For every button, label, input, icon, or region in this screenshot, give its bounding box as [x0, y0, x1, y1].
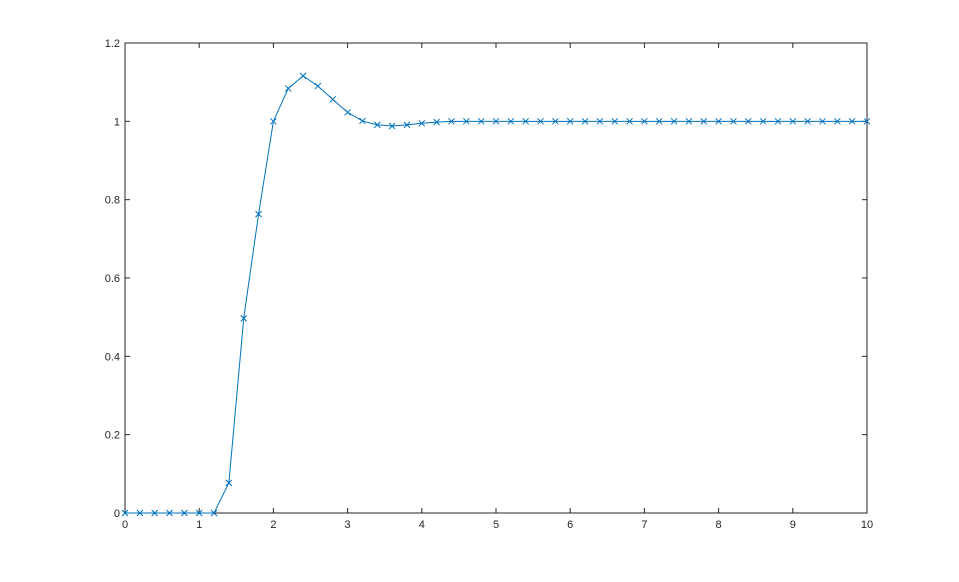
data-point-marker	[433, 118, 440, 126]
data-point-marker	[344, 108, 351, 116]
data-point-marker	[388, 122, 396, 130]
data-point-marker	[566, 117, 574, 125]
x-tick-label: 3	[345, 519, 351, 531]
x-tick-label: 2	[270, 519, 276, 531]
data-point-marker	[477, 117, 485, 125]
data-point-marker	[359, 117, 366, 125]
y-tick-label: 0.2	[105, 430, 120, 442]
data-point-marker	[418, 119, 426, 127]
data-point-marker	[284, 85, 292, 92]
x-tick-label: 1	[196, 519, 202, 531]
data-point-marker	[166, 509, 173, 517]
data-point-marker	[329, 96, 337, 103]
data-point-marker	[225, 479, 233, 487]
y-tick-label: 0.8	[105, 195, 120, 207]
y-tick-label: 1.2	[105, 38, 120, 50]
y-tick-label: 0.6	[105, 273, 120, 285]
data-point-marker	[462, 117, 470, 125]
data-point-marker	[121, 509, 129, 517]
data-point-marker	[611, 117, 619, 125]
data-point-marker	[819, 117, 826, 125]
data-point-marker	[537, 117, 544, 125]
data-point-marker	[581, 117, 589, 125]
y-tick-label: 1	[114, 116, 120, 128]
y-tick-label: 0	[114, 508, 120, 520]
data-point-marker	[255, 210, 262, 218]
data-point-marker	[151, 509, 159, 517]
x-tick-label: 7	[641, 519, 647, 531]
data-point-marker	[715, 117, 722, 125]
data-point-marker	[492, 117, 500, 125]
data-point-marker	[507, 117, 515, 125]
x-tick-label: 5	[493, 519, 499, 531]
data-point-marker	[655, 117, 663, 125]
data-point-marker	[181, 509, 188, 517]
data-point-marker	[804, 117, 811, 125]
data-point-marker	[373, 121, 381, 129]
y-tick-label: 0.4	[105, 351, 120, 363]
data-point-marker	[833, 117, 841, 125]
x-tick-label: 6	[567, 519, 573, 531]
data-point-marker	[730, 117, 737, 125]
data-point-marker	[848, 117, 856, 125]
x-tick-label: 4	[419, 519, 425, 531]
x-tick-label: 9	[790, 519, 796, 531]
data-point-marker	[552, 117, 559, 125]
data-point-marker	[240, 314, 248, 322]
data-point-marker	[448, 117, 455, 125]
data-point-marker	[759, 117, 767, 125]
plot-area	[124, 42, 868, 514]
data-point-marker	[789, 117, 797, 125]
data-point-marker	[670, 117, 678, 125]
data-point-marker	[774, 117, 782, 125]
data-point-marker	[744, 117, 752, 125]
x-tick-label: 8	[716, 519, 722, 531]
data-point-marker	[270, 117, 277, 125]
data-point-marker	[626, 117, 633, 125]
data-point-marker	[299, 72, 307, 80]
data-point-marker	[596, 117, 604, 125]
data-point-marker	[641, 117, 648, 125]
data-point-marker	[685, 117, 693, 125]
data-point-marker	[403, 121, 411, 129]
data-point-marker	[314, 82, 322, 90]
data-point-marker	[700, 117, 708, 125]
data-point-marker	[863, 117, 871, 125]
x-tick-label: 10	[861, 519, 873, 531]
x-tick-label: 0	[122, 519, 128, 531]
data-point-marker	[136, 509, 144, 517]
data-point-marker	[195, 509, 203, 517]
data-point-marker	[210, 509, 218, 517]
data-point-marker	[522, 117, 530, 125]
